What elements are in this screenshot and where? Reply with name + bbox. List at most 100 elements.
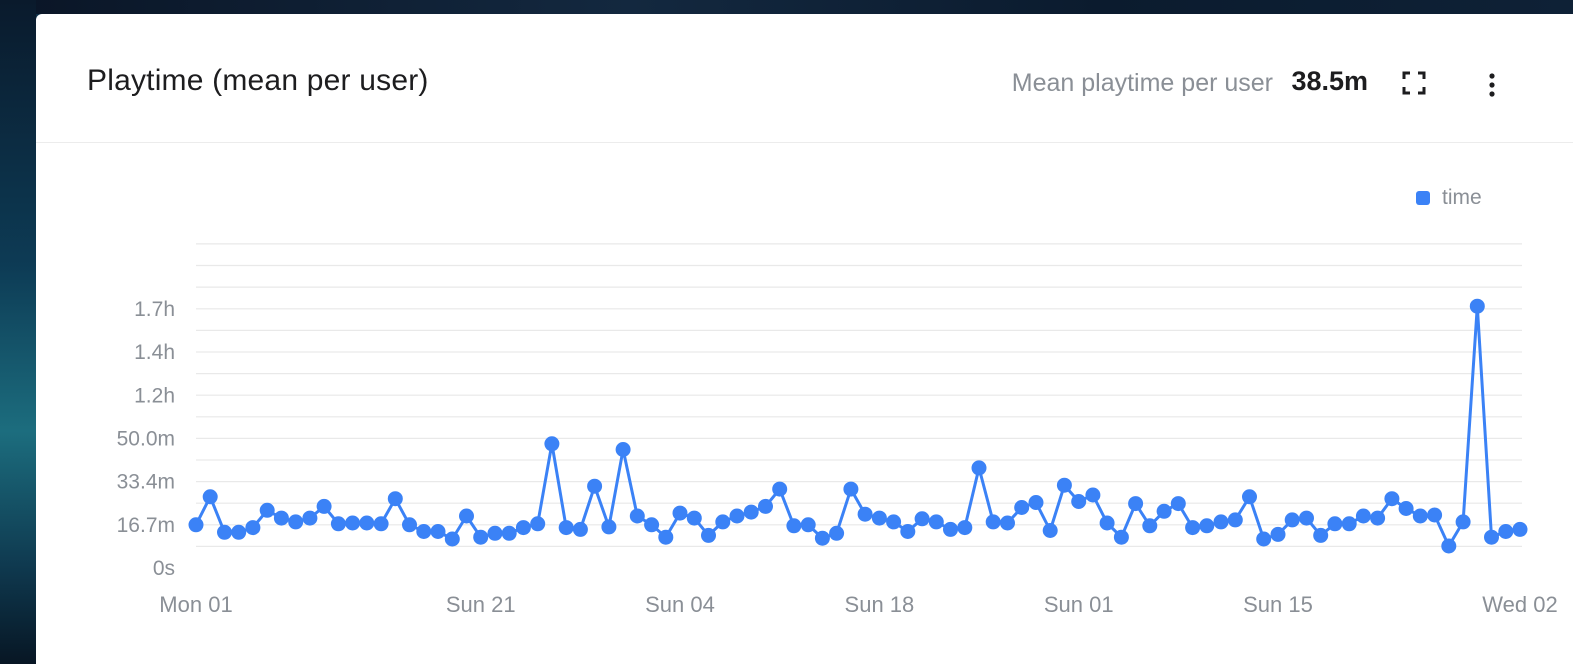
- data-point: [316, 498, 332, 514]
- y-tick-label: 50.0m: [117, 428, 175, 451]
- data-point: [373, 516, 389, 532]
- data-point: [615, 442, 631, 457]
- expand-icon-glyph: [1402, 71, 1426, 95]
- more-vertical-icon-glyph: [1489, 73, 1495, 97]
- data-point: [259, 502, 275, 518]
- data-point: [1441, 538, 1457, 554]
- data-point: [758, 498, 773, 514]
- data-point: [800, 517, 816, 533]
- y-tick-label: 1.2h: [134, 384, 175, 407]
- data-point: [715, 514, 731, 530]
- data-point: [672, 505, 688, 521]
- data-point: [302, 510, 318, 526]
- legend-swatch-time: [1416, 191, 1430, 205]
- data-point: [1000, 515, 1015, 531]
- data-point: [487, 525, 503, 541]
- data-point: [1498, 524, 1514, 539]
- data-point: [1113, 529, 1129, 545]
- data-point: [1056, 477, 1072, 493]
- x-tick-label: Wed 02: [1482, 592, 1557, 617]
- data-point: [1327, 516, 1343, 532]
- expand-icon[interactable]: [1402, 71, 1426, 95]
- data-point: [345, 515, 361, 531]
- data-point: [629, 508, 645, 524]
- data-point: [1185, 520, 1201, 536]
- x-tick-label: Sun 18: [845, 592, 915, 617]
- data-point: [1142, 518, 1158, 534]
- data-point: [402, 517, 417, 533]
- data-point: [572, 521, 588, 537]
- data-point: [416, 524, 432, 539]
- data-point: [459, 508, 474, 524]
- x-tick-label: Sun 15: [1243, 592, 1313, 617]
- data-point: [1355, 508, 1371, 524]
- data-point: [217, 524, 232, 540]
- data-point: [857, 506, 873, 522]
- y-tick-label: 33.4m: [117, 471, 175, 494]
- data-point: [1014, 500, 1030, 515]
- data-point: [686, 510, 702, 526]
- data-point: [957, 520, 973, 536]
- data-point: [743, 504, 759, 520]
- data-point: [1455, 514, 1471, 530]
- data-point: [430, 524, 446, 539]
- data-point: [1284, 512, 1300, 528]
- y-tick-label: 0s: [153, 557, 175, 580]
- metric-label: Mean playtime per user: [1011, 69, 1273, 97]
- background-left-strip: [0, 0, 36, 664]
- series-line-time: [194, 304, 1521, 548]
- data-point: [1227, 512, 1243, 528]
- playtime-card: Playtime (mean per user) Mean playtime p…: [36, 14, 1573, 664]
- background-top-strip: [0, 0, 1573, 14]
- data-point: [444, 531, 460, 547]
- data-point: [387, 491, 403, 507]
- data-point: [330, 516, 346, 532]
- x-axis-ticks: Mon 01 Sun 21 Sun 04 Sun 18 Sun 01 Sun 15 Wed …: [159, 592, 1557, 617]
- data-point: [1484, 529, 1499, 545]
- data-point: [273, 510, 289, 526]
- y-tick-label: 16.7m: [117, 514, 175, 537]
- data-point: [1242, 489, 1257, 505]
- data-point: [544, 436, 560, 452]
- data-point: [1398, 501, 1414, 516]
- data-point: [1170, 496, 1186, 512]
- data-point: [188, 517, 204, 533]
- card-header: Playtime (mean per user) Mean playtime p…: [36, 14, 1573, 143]
- data-point: [288, 514, 304, 530]
- data-point: [786, 518, 802, 534]
- data-point: [515, 520, 531, 536]
- data-point: [829, 525, 845, 541]
- data-point: [1270, 526, 1286, 542]
- data-point: [501, 525, 517, 541]
- data-point: [1341, 516, 1357, 532]
- data-point: [701, 527, 716, 543]
- data-point: [914, 511, 930, 527]
- data-point: [1427, 507, 1443, 523]
- x-tick-label: Sun 04: [645, 592, 715, 617]
- data-point: [729, 508, 745, 524]
- data-point: [1028, 495, 1044, 510]
- data-point: [1412, 508, 1428, 524]
- data-point: [1384, 491, 1400, 507]
- data-point: [1071, 494, 1087, 509]
- data-point: [943, 521, 958, 537]
- x-tick-label: Sun 01: [1044, 592, 1114, 617]
- data-point: [886, 514, 902, 530]
- data-point: [814, 530, 830, 546]
- data-point: [1042, 523, 1058, 538]
- metric-value: 38.5m: [1291, 66, 1368, 96]
- data-point: [1256, 531, 1272, 547]
- data-point: [900, 524, 916, 539]
- more-options-icon[interactable]: [1482, 71, 1502, 99]
- data-point: [971, 460, 987, 476]
- playtime-line-chart: 0s 16.7m 33.4m 50.0m 1.2h 1.4h 1.7h Mon 01 Sun …: [117, 243, 1558, 617]
- data-point: [772, 481, 788, 497]
- data-point: [1213, 514, 1229, 530]
- data-point: [1370, 510, 1386, 526]
- y-tick-label: 1.7h: [134, 298, 175, 321]
- data-point: [843, 481, 859, 497]
- legend-label-time: time: [1442, 186, 1482, 209]
- data-point: [359, 515, 375, 531]
- y-tick-label: 1.4h: [134, 341, 175, 364]
- data-point: [202, 489, 218, 505]
